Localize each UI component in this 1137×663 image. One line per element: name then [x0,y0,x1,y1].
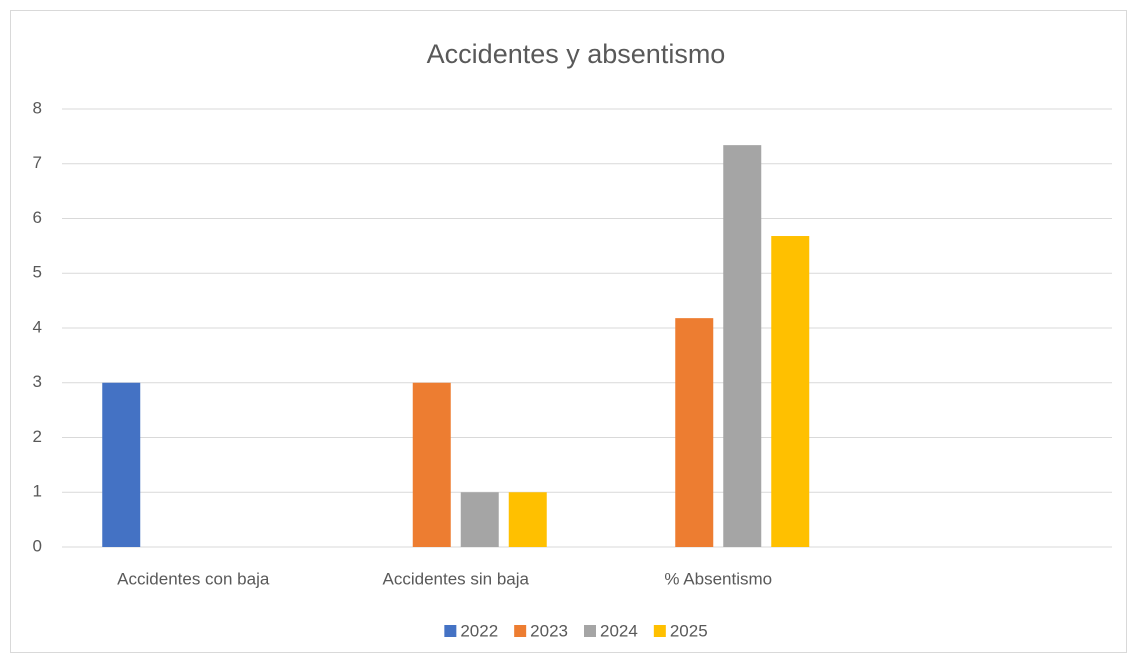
chart-title: Accidentes y absentismo [427,39,726,69]
x-tick-label: Accidentes sin baja [383,569,530,588]
y-tick-label: 3 [33,372,42,391]
chart-border [10,10,1127,653]
legend-label: 2023 [530,621,568,640]
legend-swatch [444,625,457,637]
y-tick-label: 6 [33,208,42,227]
legend-swatch [514,625,527,637]
legend-label: 2022 [460,621,498,640]
bar [723,145,762,547]
y-tick-label: 7 [33,153,42,172]
legend-swatch [653,625,666,637]
y-tick-label: 8 [33,98,42,117]
x-tick-label: % Absentismo [664,569,772,588]
y-tick-label: 1 [33,482,42,501]
y-tick-label: 4 [33,317,42,336]
legend-label: 2025 [670,621,708,640]
legend-label: 2024 [600,621,638,640]
y-tick-label: 5 [33,263,42,282]
bar [675,318,714,547]
bar [508,492,547,547]
bar [460,492,499,547]
bar [102,382,141,547]
y-tick-label: 2 [33,427,42,446]
y-tick-label: 0 [33,536,42,555]
legend-swatch [584,625,596,637]
bar [412,382,451,547]
bar [771,236,810,547]
x-tick-label: Accidentes con baja [117,569,270,588]
